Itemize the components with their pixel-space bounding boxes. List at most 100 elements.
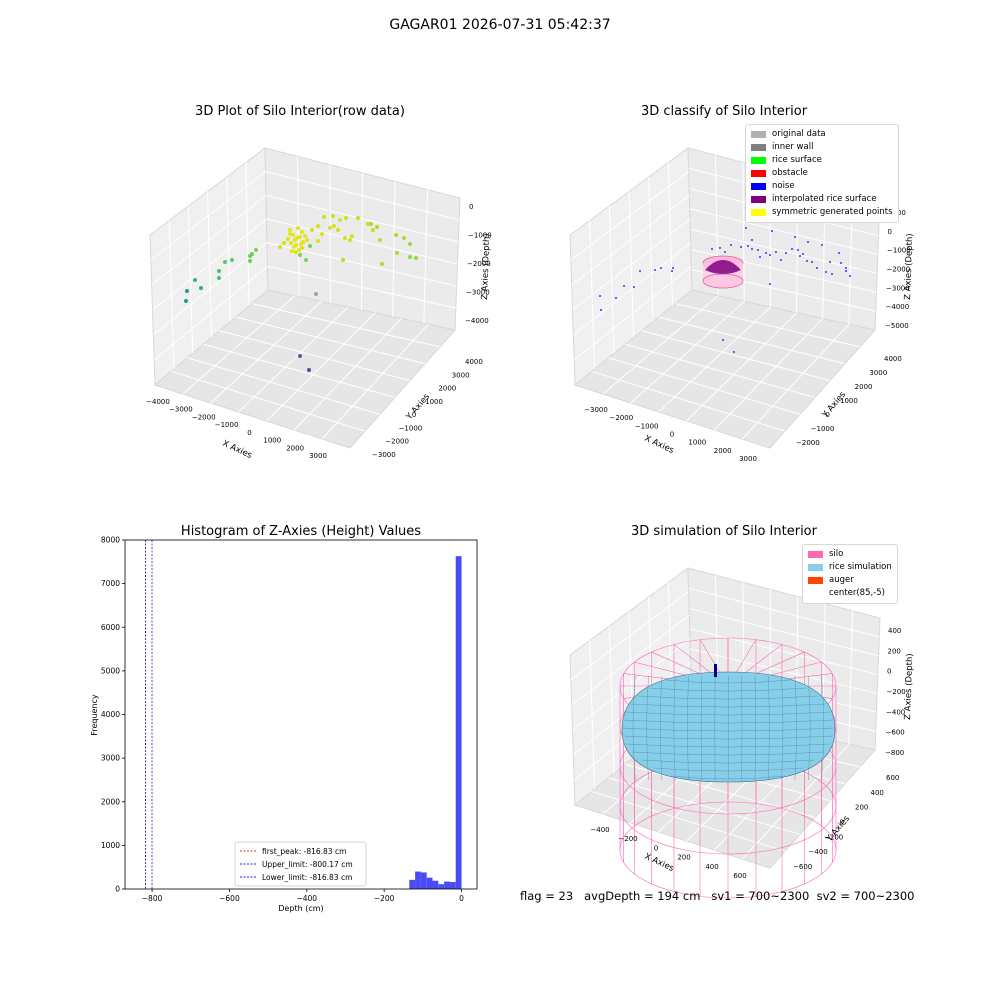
rice-mesh-line (653, 767, 803, 772)
raw-data-point (408, 242, 412, 246)
raw-x-tick-label: −2000 (192, 413, 216, 421)
gridline (235, 316, 426, 365)
raw-data-point (348, 238, 352, 242)
raw-data-point (294, 250, 298, 254)
sim-y-tick-label: −600 (793, 863, 812, 871)
sim-y-tick-label: 0 (840, 819, 844, 827)
noise-point (730, 244, 732, 246)
sim-xlabel: X Axies (643, 852, 676, 875)
histogram-xlabel: Depth (cm) (278, 904, 323, 913)
raw-y-tick-label: −3000 (372, 451, 396, 459)
gridline (641, 330, 831, 382)
gridline (741, 323, 850, 440)
raw-data-point (350, 234, 354, 238)
rice-mesh-line (622, 727, 834, 732)
noise-point (757, 249, 759, 251)
legend-swatch (751, 183, 766, 190)
legend-label-first-peak: first_peak: -816.83 cm (262, 847, 346, 856)
legend-item-obstacle: obstacle (751, 167, 893, 180)
noise-point (806, 260, 808, 262)
sim-x-tick-label: −400 (590, 826, 609, 834)
noise-point (633, 286, 635, 288)
raw-data-point (278, 245, 282, 249)
histogram-y-tick-label: 5000 (101, 666, 120, 675)
raw-data-point (332, 224, 336, 228)
noise-point (654, 269, 656, 271)
histogram-x-tick-label: −400 (296, 894, 317, 903)
gridline (210, 301, 322, 404)
noise-point (600, 309, 602, 311)
gridline (658, 316, 846, 365)
histogram-bar (415, 871, 421, 889)
raw-data-point (184, 299, 188, 303)
raw-z-tick-label: −3000 (466, 289, 490, 297)
gridline (686, 312, 797, 422)
histogram-legend: first_peak: -816.83 cm Upper_limit: -800… (234, 841, 367, 887)
classify-x-tick-label: 2000 (714, 447, 732, 455)
noise-point (794, 236, 796, 238)
raw-data-point (298, 253, 302, 257)
noise-point (740, 246, 742, 248)
raw-x-tick-label: 2000 (286, 444, 304, 452)
classify-x-tick-label: 1000 (688, 439, 706, 447)
noise-point (791, 248, 793, 250)
raw-data-point (290, 249, 294, 253)
noise-point (840, 262, 842, 264)
rice-mesh-line (808, 675, 811, 781)
panel1-title: 3D Plot of Silo Interior(row data) (195, 104, 405, 119)
classify-interpolated-dome (705, 260, 741, 274)
raw-z-tick-label: −1000 (468, 232, 492, 240)
noise-point (807, 241, 809, 243)
classify-zlabel: Z Axies (Depth) (903, 233, 915, 300)
sim-x-tick-label: 400 (705, 863, 718, 871)
legend-swatch (808, 564, 823, 571)
noise-point (771, 230, 773, 232)
raw-y-tick-label: −2000 (385, 438, 409, 446)
raw-data-point (297, 248, 301, 252)
sim-z-tick-label: −600 (886, 729, 905, 737)
legend-label-upper-limit: Upper_limit: -800.17 cm (262, 860, 353, 869)
panel4-title: 3D simulation of Silo Interior (631, 524, 817, 539)
noise-point (751, 248, 753, 250)
noise-point (797, 249, 799, 251)
noise-point (799, 255, 801, 257)
legend-item-silo: silo (808, 548, 892, 561)
gridline (219, 330, 411, 382)
rice-mesh-line (794, 675, 797, 781)
raw-data-point (316, 239, 320, 243)
gridline (742, 162, 745, 302)
raw-x-tick-label: −1000 (215, 421, 239, 429)
classify-y-tick-label: −1000 (811, 425, 835, 433)
legend-swatch (751, 170, 766, 177)
noise-point (811, 261, 813, 263)
noise-point (849, 275, 851, 277)
rice-mesh-line (649, 687, 807, 692)
raw-data-point (310, 228, 314, 232)
raw-data-point (408, 255, 412, 259)
histogram-bar (438, 884, 445, 889)
classify-x-tick-label: −3000 (584, 406, 608, 414)
classify-y-tick-label: 3000 (869, 369, 887, 377)
histogram-y-tick-label: 8000 (101, 536, 120, 545)
raw-y-tick-label: 0 (412, 411, 416, 419)
histogram-bar (432, 880, 439, 889)
raw-x-tick-label: 1000 (263, 437, 281, 445)
simulation-legend: silo rice simulation auger center(85,-5) (802, 544, 898, 604)
gridline (675, 303, 861, 348)
sim-y-tick-label: −200 (824, 833, 843, 841)
legend-item-symmetric: symmetric generated points (751, 206, 893, 219)
noise-point (831, 273, 833, 275)
rice-mesh-line (623, 735, 833, 740)
gridline (153, 265, 268, 361)
histogram-y-tick-label: 1000 (101, 841, 120, 850)
gridline (267, 265, 456, 309)
noise-point (775, 251, 777, 253)
raw-data-point (298, 354, 302, 358)
noise-point (719, 247, 721, 249)
noise-point (660, 267, 662, 269)
classify-z-tick-label: −2000 (887, 266, 911, 274)
histogram-bar (444, 881, 450, 889)
gridline (713, 318, 824, 431)
noise-point (780, 259, 782, 261)
sim-z-tick-label: 200 (888, 647, 901, 655)
